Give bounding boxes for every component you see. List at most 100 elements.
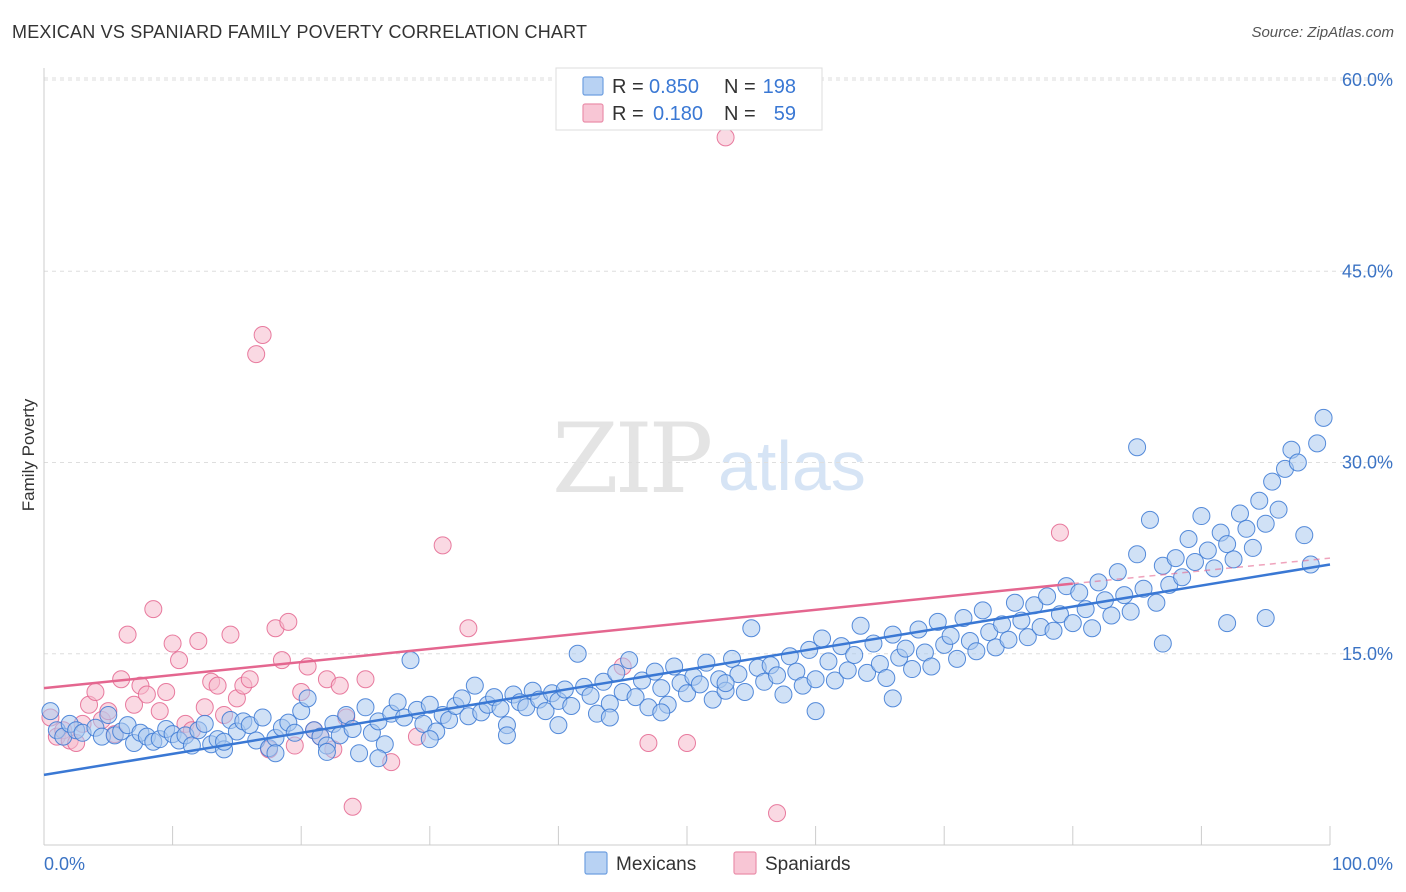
mexicans-point xyxy=(600,708,619,727)
spaniards-point xyxy=(144,600,163,619)
mexicans-point xyxy=(903,660,922,679)
watermark: ZIP atlas xyxy=(552,403,866,515)
y-tick-label-3: 60.0% xyxy=(1342,70,1393,90)
mexicans-point xyxy=(690,675,709,694)
mexicans-point xyxy=(536,702,555,721)
mexicans-point xyxy=(967,642,986,661)
y-axis-label: Family Poverty xyxy=(19,398,38,511)
spaniards-point xyxy=(137,685,156,704)
mexicans-point xyxy=(838,661,857,680)
spaniards-point xyxy=(170,651,189,670)
mexicans-point xyxy=(1147,593,1166,612)
mexicans-point xyxy=(1153,634,1172,653)
mexicans-point xyxy=(716,674,735,693)
spaniards-point xyxy=(459,619,478,638)
mexicans-point xyxy=(1121,602,1140,621)
mexicans-point xyxy=(420,695,439,714)
mexicans-point xyxy=(626,688,645,707)
bottom-legend-spaniards: Spaniards xyxy=(765,854,851,875)
mexicans-point xyxy=(1179,530,1198,548)
mexicans-point xyxy=(780,647,799,666)
mexicans-point xyxy=(401,651,420,670)
mexicans-point xyxy=(1134,579,1153,598)
spaniards-point xyxy=(150,702,169,721)
trendlines xyxy=(43,557,1331,777)
mexicans-point xyxy=(99,705,118,724)
mexicans-point xyxy=(1166,549,1185,568)
mexicans-point xyxy=(1044,621,1063,640)
mexicans-point xyxy=(896,639,915,658)
mexicans-point xyxy=(1288,453,1307,472)
mexicans-point xyxy=(1230,504,1249,523)
mexicans-point xyxy=(266,744,285,763)
mexicans-point xyxy=(652,679,671,698)
spaniards-point xyxy=(272,651,291,670)
mexicans-point xyxy=(581,686,600,705)
x-tick-label-min: 0.0% xyxy=(44,854,85,874)
spaniards-point xyxy=(678,734,696,752)
mexicans-point xyxy=(1108,563,1127,582)
legend-n-label-2: N = xyxy=(724,103,756,125)
mexicans-point xyxy=(1237,519,1256,538)
mexicans-point xyxy=(858,663,877,682)
mexicans-point xyxy=(825,671,844,690)
spaniards-point xyxy=(1050,523,1069,542)
spaniards-point xyxy=(253,326,272,344)
spaniards-trendline xyxy=(43,582,1073,690)
mexicans-point xyxy=(350,744,369,763)
spaniards-point xyxy=(195,698,214,717)
watermark-atlas: atlas xyxy=(718,427,866,505)
legend-r-value-2: 0.180 xyxy=(653,103,703,125)
mexicans-point xyxy=(941,626,960,645)
mexicans-point xyxy=(1018,628,1037,647)
mexicans-point xyxy=(1269,500,1288,519)
mexicans-point xyxy=(356,698,375,717)
mexicans-point xyxy=(723,649,742,668)
mexicans-point xyxy=(1192,507,1211,526)
spaniards-point xyxy=(208,676,227,695)
mexicans-point xyxy=(1295,526,1314,545)
mexicans-point xyxy=(954,609,973,628)
spaniards-point xyxy=(163,634,182,653)
mexicans-point xyxy=(1173,568,1192,587)
mexicans-point xyxy=(768,666,787,685)
mexicans-point xyxy=(1256,609,1275,628)
mexicans-point xyxy=(41,702,60,721)
mexicans-point xyxy=(1102,606,1121,625)
mexicans-point xyxy=(928,612,947,631)
x-tick-label-max: 100.0% xyxy=(1332,854,1393,874)
mexicans-point xyxy=(620,651,639,670)
mexicans-point xyxy=(1005,593,1024,612)
mexicans-point xyxy=(729,665,748,684)
mexicans-point xyxy=(1140,510,1159,529)
bottom-legend-swatch-mexicans xyxy=(584,851,608,875)
mexicans-point xyxy=(215,732,234,751)
mexicans-point xyxy=(645,662,664,681)
source-label: Source: ZipAtlas.com xyxy=(1251,24,1394,41)
watermark-zip: ZIP xyxy=(552,403,711,515)
mexicans-point xyxy=(1224,550,1243,569)
spaniards-point xyxy=(356,670,375,689)
mexicans-point xyxy=(845,646,864,665)
mexicans-point xyxy=(1089,573,1108,592)
mexicans-point xyxy=(813,629,832,648)
spaniards-point xyxy=(189,632,208,650)
mexicans-point xyxy=(1218,614,1237,633)
legend-box: R = 0.850 N = 198 R = 0.180 N = 59 xyxy=(555,67,823,131)
spaniards-point xyxy=(86,683,105,701)
mexicans-trendline xyxy=(43,563,1331,777)
mexicans-point xyxy=(1128,438,1147,457)
mexicans-point xyxy=(973,601,992,620)
mexicans-point xyxy=(298,689,317,708)
mexicans-point xyxy=(1308,434,1327,453)
chart-title: MEXICAN VS SPANIARD FAMILY POVERTY CORRE… xyxy=(12,22,588,42)
mexicans-point xyxy=(1083,619,1102,638)
mexicans-point xyxy=(253,708,272,727)
mexicans-point xyxy=(883,689,902,708)
spaniards-point xyxy=(330,676,349,695)
spaniards-point xyxy=(716,128,735,147)
spaniards-point xyxy=(279,612,298,631)
mexicans-point xyxy=(678,684,696,703)
mexicans-point xyxy=(999,630,1018,649)
